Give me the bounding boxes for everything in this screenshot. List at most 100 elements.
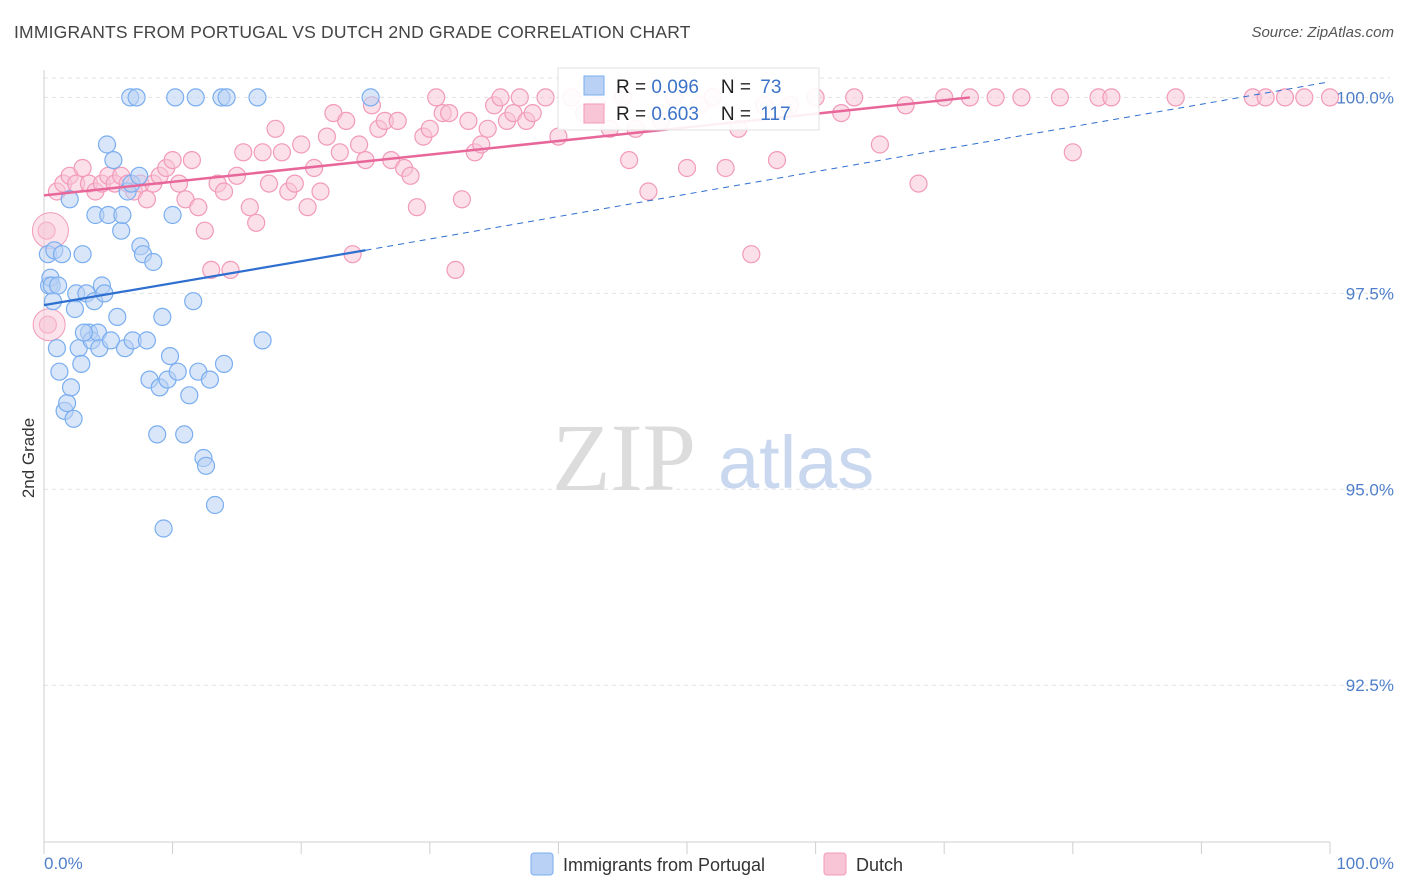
portugal-point: [57, 394, 77, 413]
portugal-point: [101, 331, 121, 350]
portugal-trend-line: [43, 249, 366, 307]
dutch-point: [253, 143, 272, 162]
dutch-point: [285, 174, 304, 193]
portugal-point: [168, 362, 187, 381]
dutch-point: [330, 143, 349, 162]
y-tick-label: 95.0%: [1346, 480, 1394, 499]
portugal-point: [184, 292, 203, 311]
dutch-point: [459, 111, 478, 131]
portugal-point: [137, 331, 156, 350]
dutch-point: [298, 198, 317, 217]
dutch-point: [491, 88, 510, 107]
dutch-point: [935, 88, 954, 107]
source-credit: Source: ZipAtlas.com: [1251, 24, 1394, 41]
dutch-point: [221, 260, 240, 279]
dutch-point: [870, 135, 890, 154]
dutch-point: [240, 198, 259, 217]
dutch-point: [1320, 88, 1340, 107]
portugal-point: [104, 151, 123, 170]
dutch-point: [259, 174, 279, 193]
dutch-point: [202, 260, 221, 279]
dutch-point: [401, 166, 420, 185]
y-axis-label: 2nd Grade: [19, 418, 38, 498]
dutch-point: [767, 151, 787, 170]
portugal-point: [112, 221, 131, 240]
dutch-point: [73, 158, 92, 178]
portugal-point: [52, 245, 72, 264]
portugal-trend-extension: [365, 81, 1331, 251]
portugal-point: [248, 88, 267, 107]
portugal-point: [65, 299, 85, 319]
portugal-points: [38, 88, 380, 538]
portugal-point: [108, 307, 127, 326]
series-label-portugal: Immigrants from Portugal: [563, 855, 765, 875]
portugal-point: [144, 252, 163, 272]
dutch-point: [440, 103, 459, 123]
stats-legend: R = 0.096 N = 73 R = 0.603 N = 117: [557, 67, 820, 131]
dutch-point: [189, 198, 208, 217]
dutch-point: [350, 135, 369, 154]
series-legend: Immigrants from Portugal Dutch: [530, 852, 903, 876]
dutch-point: [420, 119, 439, 138]
y-tick-label: 92.5%: [1346, 676, 1394, 695]
dutch-point: [1166, 88, 1185, 107]
portugal-point: [50, 362, 69, 381]
portugal-point: [64, 409, 83, 428]
dutch-point: [742, 245, 761, 264]
portugal-point: [113, 205, 132, 225]
dutch-point: [317, 127, 336, 146]
dutch-point: [619, 151, 639, 170]
portugal-point: [74, 323, 94, 342]
y-tick-label: 100.0%: [1336, 88, 1394, 107]
dutch-point: [1102, 88, 1121, 107]
dutch-point: [292, 135, 311, 154]
dutch-point: [266, 119, 285, 138]
portugal-point: [153, 307, 172, 326]
dutch-point: [214, 182, 234, 201]
y-tick-labels: 92.5% 95.0% 97.5% 100.0%: [1336, 88, 1394, 695]
portugal-point: [73, 245, 92, 264]
series-swatch-portugal: [530, 852, 554, 876]
dutch-point: [639, 182, 658, 201]
dutch-point: [407, 198, 426, 217]
portugal-point: [253, 331, 272, 350]
portugal-point: [217, 88, 236, 107]
dutch-point: [478, 119, 497, 138]
x-tick-label-min: 0.0%: [44, 854, 83, 873]
x-ticks: [43, 842, 1331, 854]
portugal-point: [61, 378, 81, 397]
portugal-point: [196, 456, 216, 475]
dutch-point: [845, 88, 864, 107]
portugal-point: [186, 88, 205, 107]
series-swatch-dutch: [823, 852, 847, 876]
dutch-point: [716, 158, 735, 178]
dutch-point-large: [32, 308, 66, 342]
portugal-point: [97, 135, 117, 154]
x-tick-label-max: 100.0%: [1336, 854, 1394, 873]
dutch-point: [1012, 88, 1031, 107]
dutch-point: [182, 151, 201, 170]
dutch-point: [832, 103, 851, 123]
portugal-point: [200, 370, 219, 389]
legend-row-portugal: R = 0.096 N = 73: [616, 77, 781, 98]
legend-swatch-dutch: [583, 103, 605, 124]
portugal-point: [163, 205, 182, 225]
dutch-point: [1275, 88, 1295, 107]
portugal-point: [43, 292, 63, 311]
dutch-point: [446, 260, 465, 279]
portugal-point: [154, 519, 173, 538]
portugal-point: [175, 425, 194, 444]
portugal-point: [361, 88, 380, 107]
dutch-point: [137, 190, 156, 209]
dutch-point: [510, 88, 529, 107]
dutch-point: [247, 213, 266, 232]
portugal-point: [148, 425, 167, 444]
dutch-point: [1063, 143, 1082, 162]
dutch-point: [195, 221, 214, 240]
watermark-atlas: atlas: [718, 421, 874, 504]
dutch-point: [1256, 88, 1275, 107]
series-label-dutch: Dutch: [856, 855, 903, 875]
legend-row-dutch: R = 0.603 N = 117: [616, 104, 791, 125]
dutch-point: [163, 151, 182, 170]
dutch-points: [31, 88, 1340, 342]
